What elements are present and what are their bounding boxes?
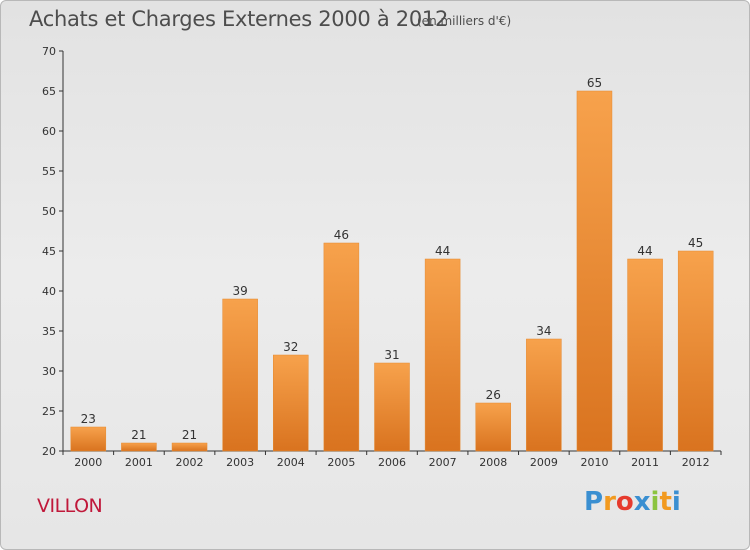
x-tick-label: 2004 [277,456,305,469]
bar [121,442,157,452]
logo-letter: t [659,487,672,517]
bar [70,426,107,452]
data-label: 44 [435,244,450,258]
y-tick-label: 50 [42,205,56,218]
y-tick-label: 55 [42,165,56,178]
bar [424,258,461,452]
x-tick-label: 2006 [378,456,406,469]
data-label: 65 [587,76,602,90]
bar [627,258,663,452]
y-tick-label: 70 [42,45,56,58]
bar [374,362,410,452]
x-tick-label: 2003 [226,456,254,469]
y-tick-label: 25 [42,405,56,418]
bar [323,242,360,452]
x-tick-label: 2010 [580,456,608,469]
data-label: 39 [233,284,248,298]
commune-name: VILLON [37,495,103,517]
x-tick-label: 2007 [429,456,457,469]
bar [576,90,613,452]
x-tick-label: 2011 [631,456,659,469]
bar [677,250,714,452]
data-label: 31 [384,348,399,362]
bar [475,402,511,452]
y-tick-label: 40 [42,285,56,298]
logo-letter: i [650,487,660,517]
x-tick-label: 2005 [327,456,355,469]
bar [273,354,309,452]
x-tick-label: 2012 [682,456,710,469]
x-tick-label: 2009 [530,456,558,469]
chart-subtitle: (en milliers d'€) [417,14,512,28]
data-label: 32 [283,340,298,354]
logo-letter: i [671,487,681,517]
data-label: 46 [334,228,349,242]
logo-letter: o [615,487,634,517]
data-label: 21 [131,428,146,442]
x-tick-label: 2008 [479,456,507,469]
y-tick-label: 65 [42,85,56,98]
y-tick-label: 35 [42,325,56,338]
y-tick-label: 60 [42,125,56,138]
x-tick-label: 2001 [125,456,153,469]
y-tick-label: 30 [42,365,56,378]
logo-letter: r [603,487,616,517]
data-label: 23 [81,412,96,426]
x-tick-label: 2000 [74,456,102,469]
bar [526,338,562,452]
y-tick-label: 45 [42,245,56,258]
logo-letter: x [633,487,651,517]
x-tick-label: 2002 [176,456,204,469]
data-label: 21 [182,428,197,442]
data-label: 44 [637,244,652,258]
logo-letter: P [584,487,604,517]
proxiti-logo: Proxiti [584,487,681,517]
bar [171,442,208,452]
data-label: 45 [688,236,703,250]
bar [222,298,258,452]
data-label: 34 [536,324,551,338]
data-label: 26 [486,388,501,402]
chart-title: Achats et Charges Externes 2000 à 2012 [29,7,449,31]
y-tick-label: 20 [42,445,56,458]
